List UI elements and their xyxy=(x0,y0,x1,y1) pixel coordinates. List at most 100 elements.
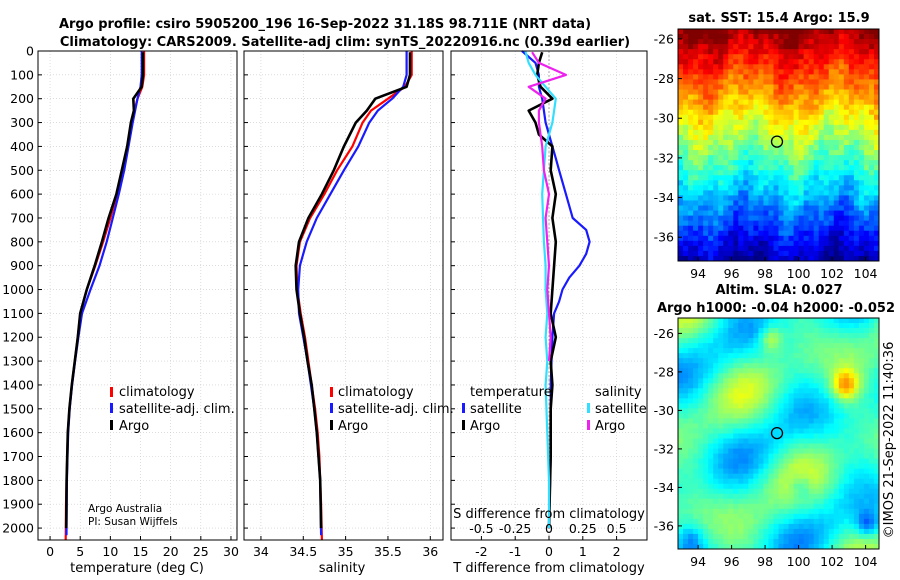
sla-cell xyxy=(813,378,820,384)
sst-cell xyxy=(723,104,729,111)
sst-cell xyxy=(823,94,830,101)
sla-cell xyxy=(838,533,845,540)
sst-cell xyxy=(748,64,754,70)
sla-argo-location-marker xyxy=(770,426,784,440)
sla-cell xyxy=(818,358,825,364)
sst-cell xyxy=(703,74,709,80)
sla-cell xyxy=(868,413,875,419)
sla-cell xyxy=(798,528,805,535)
sla-cell xyxy=(713,463,719,470)
sla-cell xyxy=(753,513,759,520)
sla-cell xyxy=(783,318,789,324)
sla-cell xyxy=(863,488,870,495)
x-tick-label: -1 xyxy=(509,544,521,559)
sla-cell xyxy=(843,368,850,374)
sla-cell xyxy=(753,358,759,364)
sla-cell xyxy=(793,363,800,369)
sla-cell xyxy=(703,408,709,414)
sla-cell xyxy=(853,373,860,379)
sla-cell xyxy=(858,533,865,540)
sst-cell xyxy=(843,245,850,252)
sla-cell xyxy=(733,448,739,454)
sla-cell xyxy=(698,458,704,465)
sla-cell xyxy=(748,488,754,495)
sla-cell xyxy=(743,423,749,429)
sst-cell xyxy=(768,155,774,161)
sla-cell xyxy=(693,453,699,460)
sla-cell xyxy=(838,483,845,490)
sla-cell xyxy=(778,488,784,495)
sla-cell xyxy=(838,458,845,465)
sla-cell xyxy=(858,413,865,419)
sla-cell xyxy=(838,488,845,495)
sla-cell xyxy=(678,348,684,354)
sst-cell xyxy=(868,200,875,206)
sst-cell xyxy=(733,195,739,201)
legend-label-satellite-adj: satellite-adj. clim. xyxy=(338,402,454,417)
sst-cell xyxy=(778,160,784,166)
sst-cell xyxy=(848,145,855,151)
sst-cell xyxy=(828,54,835,60)
sst-cell xyxy=(678,54,684,60)
sla-cell xyxy=(758,453,764,460)
sla-cell xyxy=(773,383,779,389)
sla-cell xyxy=(788,433,794,439)
sst-cell xyxy=(743,94,749,101)
sst-cell xyxy=(778,180,784,186)
sst-cell xyxy=(868,99,875,106)
sla-cell xyxy=(813,518,820,525)
sst-cell xyxy=(783,165,789,171)
sst-cell xyxy=(698,119,704,126)
sst-cell xyxy=(863,74,870,80)
sst-cell xyxy=(728,129,734,136)
sla-cell xyxy=(678,428,684,434)
sst-cell xyxy=(793,84,800,90)
sst-cell xyxy=(768,94,774,101)
sst-cell xyxy=(818,170,825,176)
sla-cell xyxy=(853,498,860,505)
sla-cell xyxy=(833,378,840,384)
sst-cell xyxy=(798,185,805,191)
sla-cell xyxy=(773,373,779,379)
sla-cell xyxy=(813,368,820,374)
sst-cell xyxy=(693,245,699,252)
sst-cell xyxy=(703,145,709,151)
sla-cell xyxy=(858,438,865,444)
sst-cell xyxy=(713,69,719,75)
sla-cell xyxy=(723,453,729,460)
sla-cell xyxy=(713,468,719,475)
sla-cell xyxy=(798,403,805,409)
sst-cell xyxy=(773,240,779,247)
sst-cell xyxy=(843,150,850,156)
sla-cell xyxy=(808,508,815,515)
sst-cell xyxy=(853,250,860,257)
sla-cell xyxy=(678,513,684,520)
sla-cell xyxy=(783,378,789,384)
sst-cell xyxy=(853,160,860,166)
sst-cell xyxy=(808,230,815,237)
sst-cell xyxy=(803,99,810,106)
sst-cell xyxy=(813,114,820,121)
sla-cell xyxy=(733,393,739,399)
sla-cell xyxy=(853,528,860,535)
sla-cell xyxy=(848,348,855,354)
sst-cell xyxy=(783,220,789,227)
sla-cell xyxy=(688,338,694,344)
sla-cell xyxy=(813,333,820,339)
sla-cell xyxy=(713,538,719,545)
sst-cell xyxy=(708,59,714,65)
sst-cell xyxy=(803,160,810,166)
sla-cell xyxy=(773,338,779,344)
sla-cell xyxy=(843,498,850,505)
sla-cell xyxy=(733,378,739,384)
sst-cell xyxy=(703,119,709,126)
sst-cell xyxy=(853,89,860,95)
sst-cell xyxy=(688,170,694,176)
sst-cell xyxy=(713,109,719,116)
sla-cell xyxy=(783,393,789,399)
sla-cell xyxy=(808,398,815,404)
sst-cell xyxy=(778,29,784,35)
sst-cell xyxy=(783,84,789,90)
sla-cell xyxy=(828,538,835,545)
sla-cell xyxy=(803,388,810,394)
